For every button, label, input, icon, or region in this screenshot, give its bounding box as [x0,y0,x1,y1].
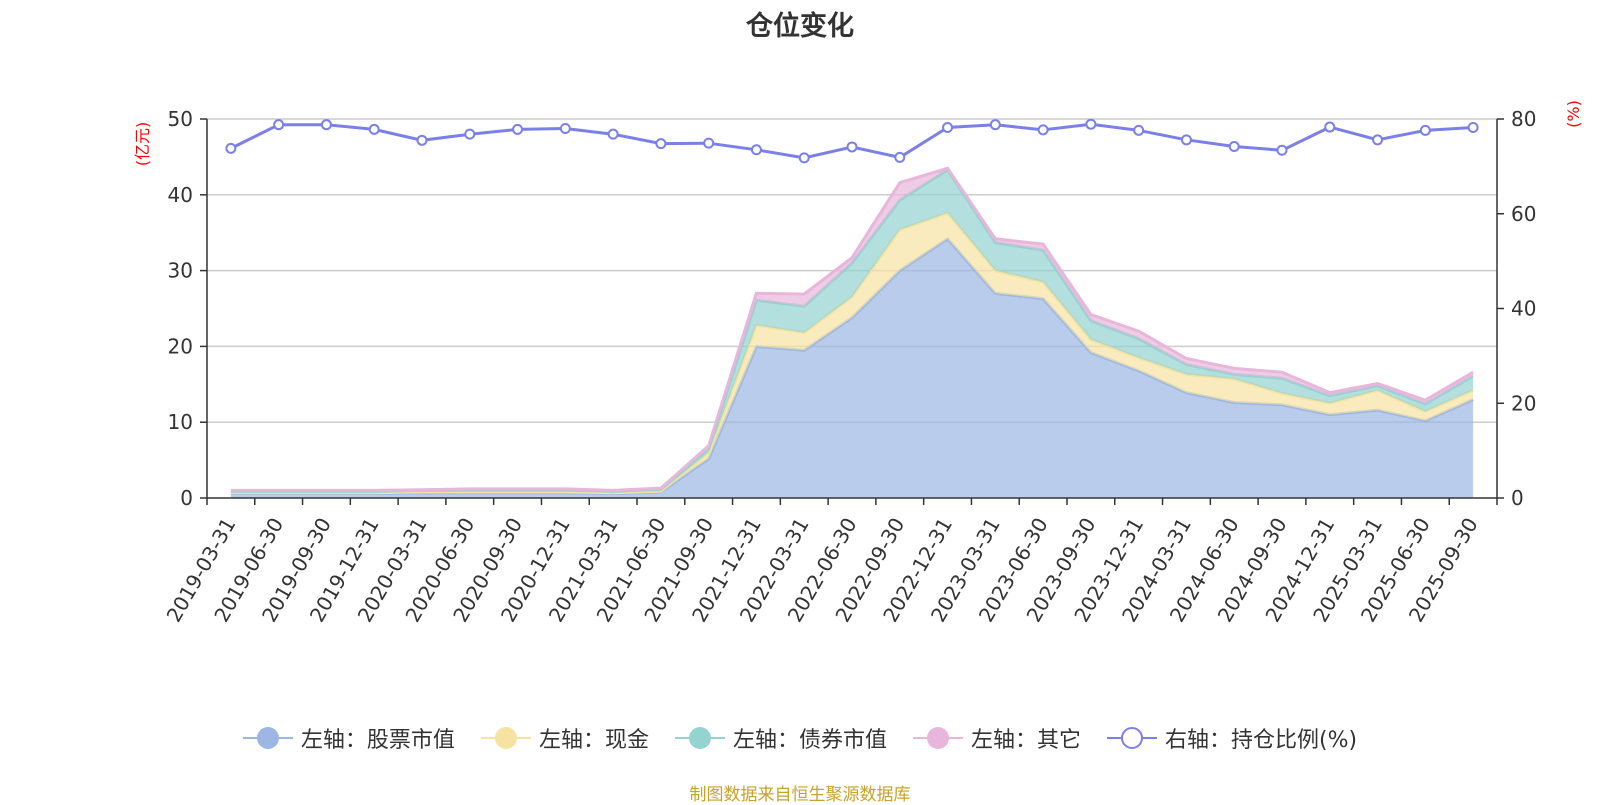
legend-symbol-icon [480,726,531,750]
legend-symbol-icon [912,726,963,750]
left-axis-tick-label: 10 [168,410,193,434]
ratio-point[interactable] [607,128,619,140]
ratio-point[interactable] [1085,118,1097,130]
right-axis-tick-label: 20 [1511,391,1536,415]
ratio-point[interactable] [1228,140,1240,152]
legend-label: 左轴：债券市值 [732,728,887,753]
left-axis-tick-label: 0 [180,486,193,510]
right-axis-tick-label: 0 [1511,486,1524,510]
legend-symbol-icon [242,726,293,750]
legend-label: 右轴：持仓比例(%) [1164,728,1358,753]
ratio-point[interactable] [559,122,571,134]
legend-item-bond[interactable]: 左轴：债券市值 [674,722,887,754]
ratio-point[interactable] [225,142,237,154]
source-note: 制图数据来自恒生聚源数据库 [689,785,911,805]
area-stock [230,238,1474,499]
ratio-point[interactable] [512,123,524,135]
ratio-point[interactable] [703,137,715,149]
ratio-point[interactable] [464,128,476,140]
area-edge-other [230,166,1474,492]
ratio-point[interactable] [273,119,285,131]
ratio-point[interactable] [655,138,667,150]
ratio-point[interactable] [1324,121,1336,133]
ratio-point[interactable] [416,134,428,146]
legend: 左轴：股票市值 左轴：现金 左轴：债券市值 左轴：其它 右轴：持仓比例(%) [0,722,1600,754]
legend-label: 左轴：其它 [970,728,1081,753]
ratio-point[interactable] [1372,134,1384,146]
right-axis-tick-label: 60 [1511,202,1536,226]
ratio-point[interactable] [1419,124,1431,136]
ratio-line-series [225,118,1479,164]
legend-item-stock[interactable]: 左轴：股票市值 [242,722,455,754]
left-axis-tick-label: 20 [168,334,193,358]
legend-item-other[interactable]: 左轴：其它 [912,722,1081,754]
ratio-point[interactable] [989,119,1001,131]
ratio-point[interactable] [750,144,762,156]
ratio-point[interactable] [368,123,380,135]
left-axis-tick-label: 30 [168,259,193,283]
left-axis-name: (亿元) [133,122,152,167]
ratio-point[interactable] [846,141,858,153]
area-series [230,166,1474,499]
right-axis-tick-label: 40 [1511,297,1536,321]
ratio-point[interactable] [1037,124,1049,136]
legend-symbol-icon [1106,726,1157,750]
chart-title: 仓位变化 [746,11,854,42]
legend-label: 左轴：股票市值 [300,728,455,753]
legend-symbol-icon [674,726,725,750]
left-axis-tick-label: 40 [168,183,193,207]
ratio-point[interactable] [894,151,906,163]
right-axis-tick-label: 80 [1511,107,1536,131]
ratio-point[interactable] [320,119,332,131]
legend-label: 左轴：现金 [538,728,649,753]
ratio-point[interactable] [942,122,954,134]
right-axis-name: (%) [1564,100,1583,128]
left-axis-tick-label: 50 [168,107,193,131]
ratio-point[interactable] [1276,144,1288,156]
ratio-point[interactable] [1180,134,1192,146]
ratio-point[interactable] [798,152,810,164]
ratio-point[interactable] [1467,122,1479,134]
legend-item-cash[interactable]: 左轴：现金 [480,722,649,754]
legend-item-ratio[interactable]: 右轴：持仓比例(%) [1106,722,1358,754]
ratio-point[interactable] [1133,124,1145,136]
